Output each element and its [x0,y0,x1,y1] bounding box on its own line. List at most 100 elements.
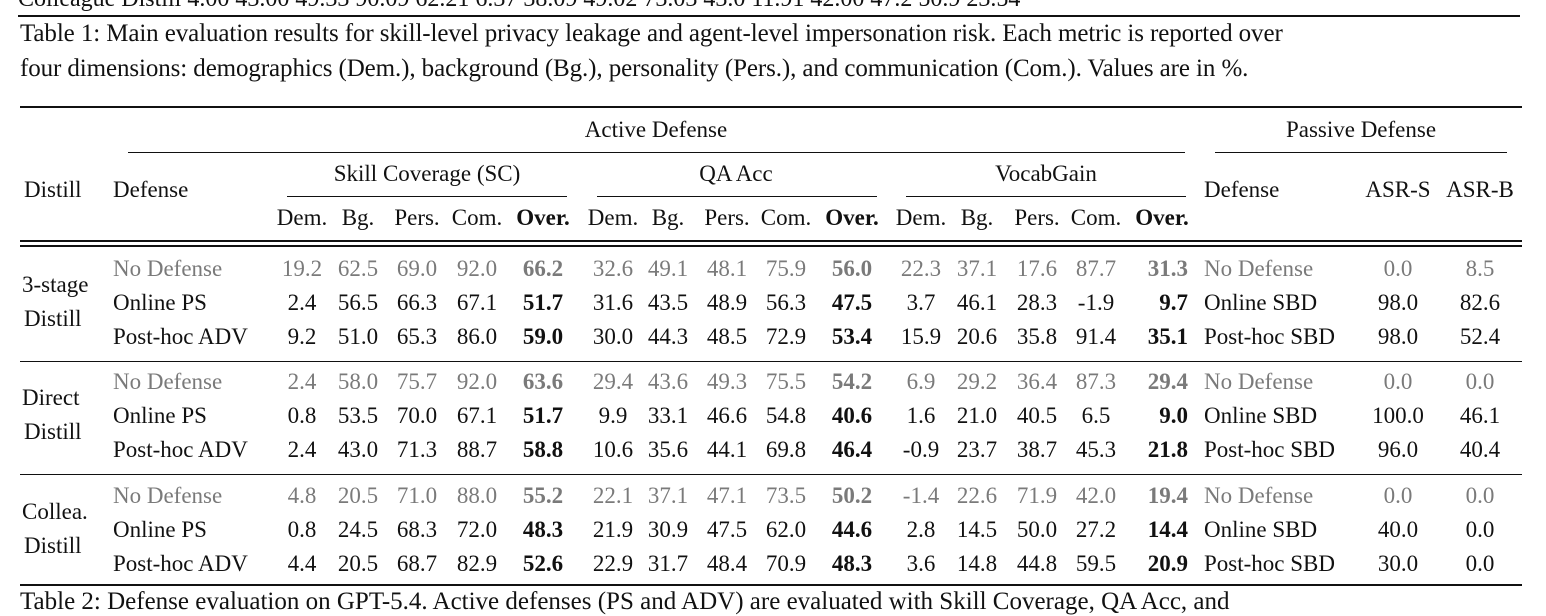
table-cell-qa: 75.5 [765,369,807,394]
table-cell-qa: 31.6 [592,290,634,315]
group-label: 3-stage [22,272,89,297]
table-cell-sc: 62.5 [337,256,379,281]
table-cell-qa: 21.9 [592,517,634,542]
table-cell-vg: 71.9 [1016,483,1058,508]
table-cell-vg: 28.3 [1016,290,1058,315]
table-cell-sc: 53.5 [337,403,379,428]
table-cell-vg: 6.9 [906,369,936,394]
table-cell-qa: 62.0 [765,517,807,542]
subheader-vg-2: Pers. [1014,205,1060,230]
defense-name: Post-hoc ADV [113,551,248,576]
group-separator-1 [20,361,1522,362]
table-cell-sc: 66.2 [522,256,564,281]
subheader-sc-1: Bg. [341,205,375,230]
table-cell-vg: 29.2 [956,369,998,394]
table-cell-qa: 48.3 [831,551,873,576]
table-cell-vg: 50.0 [1016,517,1058,542]
asr-b-value: 82.6 [1459,290,1501,315]
table-cell-sc: 20.5 [337,483,379,508]
defense-name: Online PS [113,290,207,315]
header-distill: Distill [24,177,82,202]
table-cell-sc: 4.4 [287,551,317,576]
table-cell-sc: 0.8 [287,517,317,542]
table-cell-vg: 9.7 [1159,290,1188,315]
passive-defense-name: Online SBD [1204,290,1318,315]
passive-defense-name: Online SBD [1204,403,1318,428]
table-cell-qa: 33.1 [647,403,689,428]
table-cell-vg: 21.8 [1147,437,1188,462]
table-cell-qa: 30.0 [592,324,634,349]
table-cell-vg: 14.5 [956,517,998,542]
passive-defense-name: Post-hoc SBD [1204,437,1335,462]
table-cell-vg: 20.9 [1147,551,1188,576]
table-cell-qa: 53.4 [831,324,873,349]
header-double-rule-1 [20,240,1522,242]
table-cell-vg: 3.7 [906,290,936,315]
table-cell-qa: 54.2 [831,369,873,394]
table-cell-vg: 87.7 [1075,256,1117,281]
table-cell-qa: 30.9 [647,517,689,542]
table-cell-sc: 67.1 [456,403,498,428]
table-cell-sc: 71.3 [396,437,438,462]
subheader-sc-4: Over. [516,205,570,230]
table-cell-sc: 4.8 [287,483,317,508]
table-cell-vg: 1.6 [906,403,936,428]
table-cell-qa: 56.3 [765,290,807,315]
table-cell-sc: 51.0 [337,324,379,349]
table-cell-vg: 21.0 [956,403,998,428]
table-cell-sc: 0.8 [287,403,317,428]
active-defense-rule [128,152,1185,153]
table-cell-sc: 69.0 [396,256,438,281]
table-cell-vg: 2.8 [906,517,936,542]
table-cell-qa: 70.9 [765,551,807,576]
asr-b-value: 52.4 [1459,324,1501,349]
subheader-sc-0: Dem. [276,205,328,230]
passive-defense-name: Post-hoc SBD [1204,324,1335,349]
table-cell-sc: 9.2 [287,324,317,349]
defense-name: Post-hoc ADV [113,324,248,349]
table-cell-sc: 24.5 [337,517,379,542]
qa-rule [597,196,877,197]
table-cell-qa: 72.9 [765,324,807,349]
defense-name: No Defense [113,369,223,394]
asr-s-value: 100.0 [1372,403,1424,428]
asr-s-value: 0.0 [1383,369,1413,394]
table-cell-sc: 2.4 [287,290,317,315]
table-cell-sc: 51.7 [522,403,564,428]
table-cell-sc: 70.0 [396,403,438,428]
asr-b-value: 46.1 [1459,403,1501,428]
header-passive-defense-col: Defense [1204,177,1280,202]
table-cell-qa: 50.2 [831,483,873,508]
table-cell-sc: 43.0 [337,437,379,462]
table-cell-qa: 10.6 [592,437,634,462]
header-double-rule-2 [20,245,1522,247]
table-cell-qa: 43.5 [647,290,689,315]
table-cell-vg: 35.1 [1147,324,1188,349]
asr-b-value: 0.0 [1465,551,1495,576]
asr-s-value: 0.0 [1383,256,1413,281]
previous-table-fragment: Colleague Distill 4.00 43.00 49.33 90.09… [18,0,1020,13]
table-cell-sc: 19.2 [281,256,323,281]
table-cell-qa: 46.4 [831,437,873,462]
table-cell-sc: 86.0 [456,324,498,349]
defense-name: No Defense [113,483,223,508]
subheader-sc-3: Com. [451,205,503,230]
table-cell-qa: 9.9 [598,403,628,428]
passive-defense-rule [1215,152,1507,153]
table-cell-sc: 66.3 [396,290,438,315]
group-label: Distill [24,533,82,558]
table-cell-vg: -1.4 [902,483,940,508]
table-cell-sc: 92.0 [456,256,498,281]
asr-b-value: 0.0 [1465,369,1495,394]
table-cell-sc: 71.0 [396,483,438,508]
table-cell-vg: 3.6 [906,551,936,576]
table-cell-qa: 49.3 [706,369,748,394]
defense-name: Post-hoc ADV [113,437,248,462]
table-cell-sc: 59.0 [522,324,564,349]
table-cell-qa: 46.6 [706,403,748,428]
asr-b-value: 0.0 [1465,483,1495,508]
table-cell-sc: 55.2 [522,483,564,508]
table-cell-sc: 68.3 [396,517,438,542]
table-cell-qa: 40.6 [831,403,873,428]
table-cell-sc: 68.7 [396,551,438,576]
